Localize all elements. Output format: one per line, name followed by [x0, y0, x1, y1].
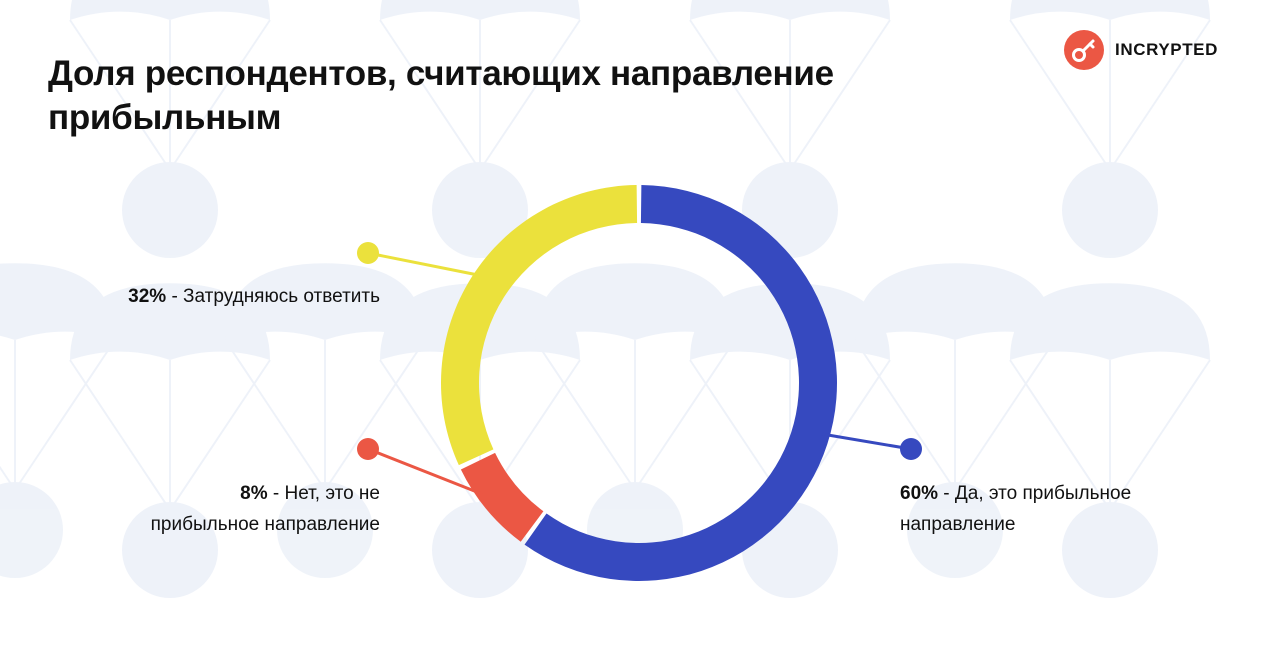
- label-yes-percent: 60%: [900, 483, 939, 504]
- parachute-icon: [224, 263, 426, 578]
- label-yes: 60% - Да, это прибыльное направление: [900, 478, 1230, 540]
- parachute-icon: [1009, 283, 1211, 598]
- label-no-text: - Нет, это не: [267, 483, 380, 504]
- donut-slice-unsure: [441, 185, 638, 466]
- label-yes-text: - Да, это прибыльное: [938, 483, 1132, 504]
- label-unsure-percent: 32%: [128, 286, 167, 307]
- parachute-icon: [1009, 0, 1211, 258]
- leader-unsure-dot: [357, 242, 379, 264]
- leader-yes-line: [821, 432, 912, 451]
- label-no: 8% - Нет, это не прибыльное направление: [40, 478, 380, 540]
- parachute-icon: [69, 283, 271, 598]
- leader-no-line: [367, 447, 483, 496]
- parachute-icon: [379, 0, 581, 258]
- brand-name: INCRYPTED: [1115, 40, 1219, 59]
- leader-yes-dot: [900, 438, 922, 460]
- parachute-icon: [854, 263, 1056, 578]
- parachute-icon: [69, 0, 271, 258]
- incrypted-logo: INCRYPTED: [1064, 30, 1218, 70]
- label-no-percent: 8%: [240, 483, 268, 504]
- label-unsure: 32% - Затрудняюсь ответить: [40, 281, 380, 312]
- leader-no-dot: [357, 438, 379, 460]
- label-yes-text-line2: направление: [900, 514, 1016, 535]
- label-no-text-line2: прибыльное направление: [150, 514, 380, 535]
- key-icon: [1064, 30, 1104, 70]
- leader-unsure-line: [367, 251, 479, 277]
- label-unsure-text: - Затрудняюсь ответить: [166, 286, 380, 307]
- chart-title: Доля респондентов, считающих направление…: [48, 54, 834, 137]
- donut-slice-yes: [524, 185, 837, 581]
- donut-slice-no: [460, 452, 544, 542]
